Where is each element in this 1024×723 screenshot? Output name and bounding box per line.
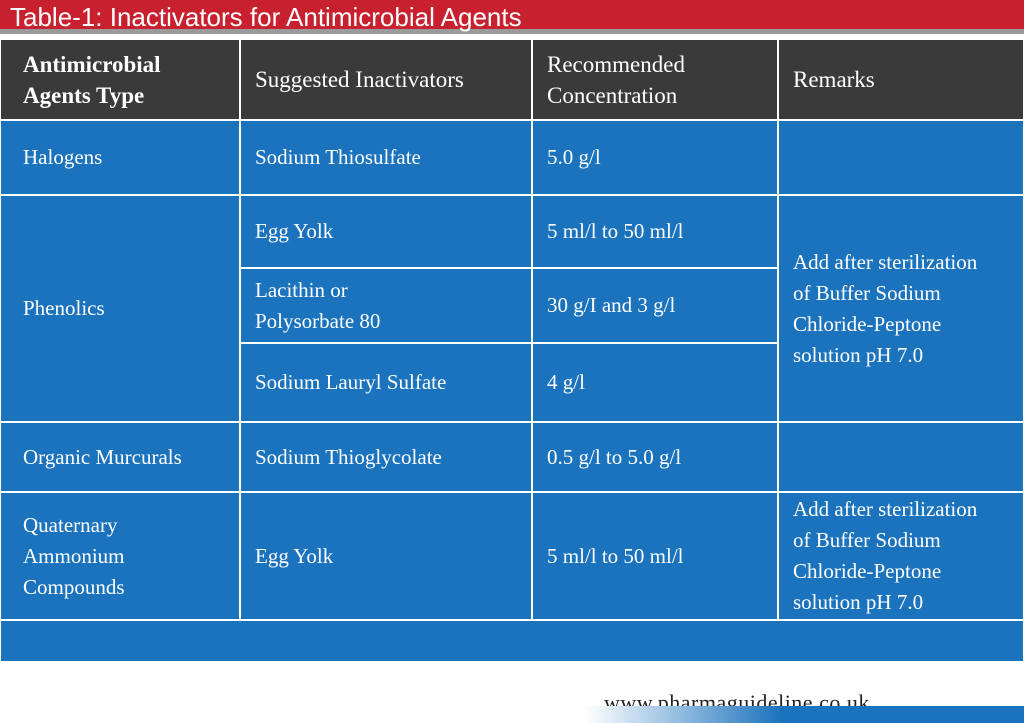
concentration: 5.0 g/l — [532, 120, 778, 195]
remarks — [778, 120, 1024, 195]
inactivator: Egg Yolk — [240, 492, 532, 620]
inactivator: Sodium Lauryl Sulfate — [240, 343, 532, 422]
concentration: 30 g/I and 3 g/l — [532, 268, 778, 343]
remarks: Add after sterilization of Buffer Sodium… — [778, 492, 1024, 620]
inactivator: Sodium Thiosulfate — [240, 120, 532, 195]
agent-type: Organic Murcurals — [0, 422, 240, 492]
concentration: 0.5 g/l to 5.0 g/l — [532, 422, 778, 492]
column-header: Suggested Inactivators — [240, 39, 532, 120]
title: Table-1: Inactivators for Antimicrobial … — [10, 2, 522, 32]
column-header: Remarks — [778, 39, 1024, 120]
remarks — [778, 422, 1024, 492]
concentration: 5 ml/l to 50 ml/l — [532, 195, 778, 268]
agent-type: Quaternary Ammonium Compounds — [0, 492, 240, 620]
footer-bar — [585, 706, 1024, 723]
title-bar: Table-1: Inactivators for Antimicrobial … — [0, 0, 1024, 34]
column-header: Antimicrobial Agents Type — [0, 39, 240, 120]
agent-type: Phenolics — [0, 195, 240, 422]
remarks: Add after sterilization of Buffer Sodium… — [778, 195, 1024, 422]
inactivator: Sodium Thioglycolate — [240, 422, 532, 492]
concentration: 5 ml/l to 50 ml/l — [532, 492, 778, 620]
agent-type: Halogens — [0, 120, 240, 195]
column-header: Recommended Concentration — [532, 39, 778, 120]
concentration: 4 g/l — [532, 343, 778, 422]
inactivator: Egg Yolk — [240, 195, 532, 268]
empty-row — [0, 620, 1024, 662]
inactivator: Lacithin or Polysorbate 80 — [240, 268, 532, 343]
